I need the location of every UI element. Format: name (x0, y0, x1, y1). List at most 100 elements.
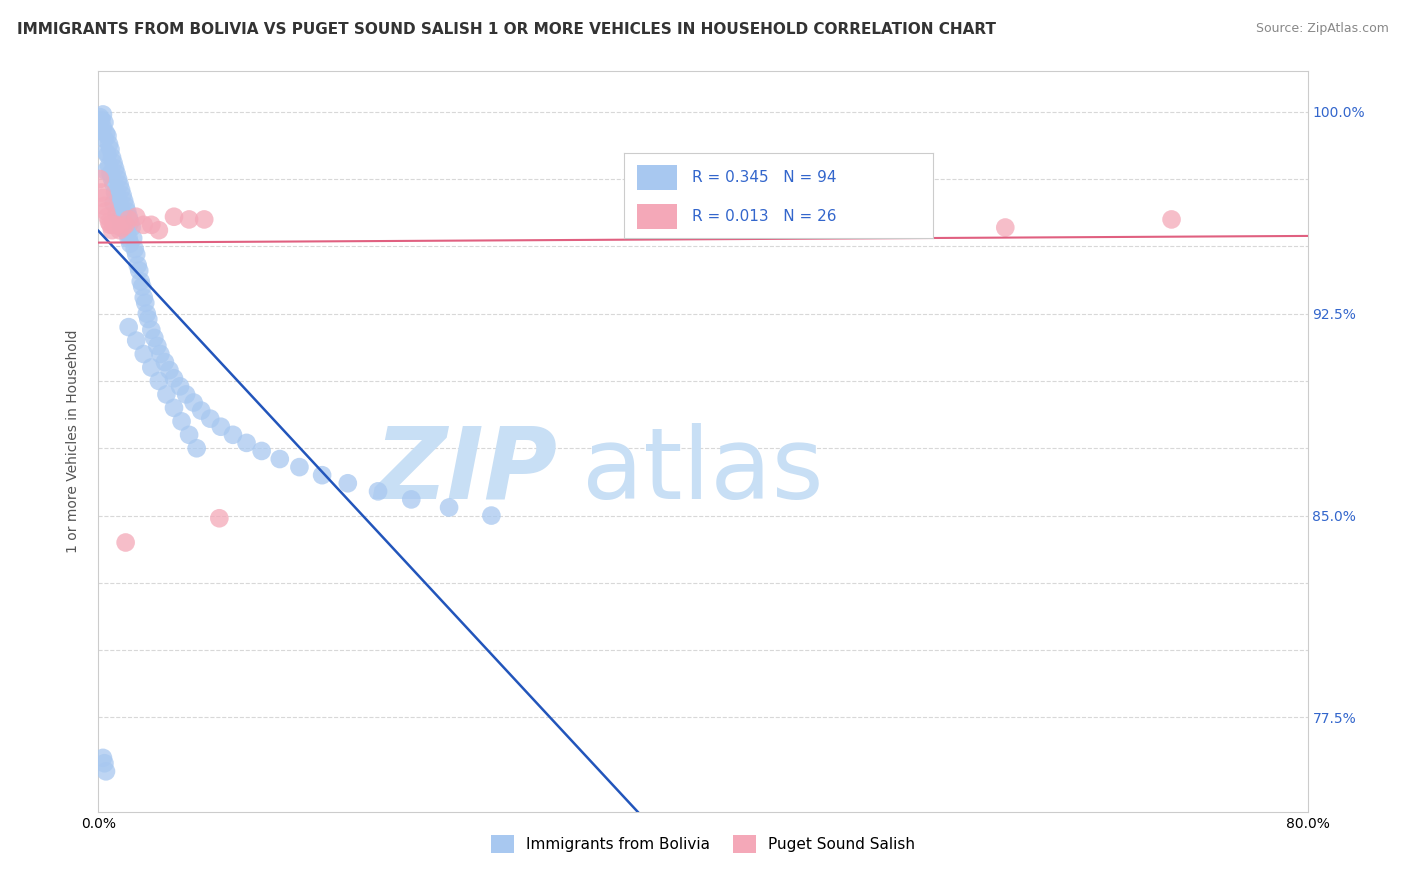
Point (141, 360, 163, 375)
Point (94, 145, 117, 160)
Point (94, 764, 117, 779)
Point (94, 126, 117, 140)
Point (250, 444, 273, 458)
Point (91, 107, 114, 121)
Point (200, 411, 222, 425)
Point (114, 218, 136, 232)
Point (90, 112, 112, 127)
Point (115, 226, 138, 240)
Text: atlas: atlas (582, 423, 824, 520)
Point (141, 218, 163, 232)
Point (132, 218, 155, 232)
Point (148, 223, 170, 237)
Point (125, 334, 148, 348)
Point (96, 128, 118, 143)
Point (401, 492, 423, 507)
Point (100, 143, 122, 157)
Point (208, 511, 231, 525)
Point (994, 220, 1017, 235)
Point (100, 218, 122, 232)
Point (98, 159, 121, 173)
Point (127, 258, 149, 272)
Point (1160, 212, 1182, 227)
Point (118, 231, 141, 245)
Point (91, 191, 114, 205)
Point (90, 186, 112, 200)
Point (179, 427, 201, 442)
Point (103, 196, 125, 211)
Point (103, 178, 125, 192)
Point (110, 183, 132, 197)
Point (235, 436, 257, 450)
Point (98, 215, 121, 229)
Point (107, 172, 129, 186)
Point (125, 247, 148, 261)
Point (121, 220, 143, 235)
Point (89, 172, 111, 186)
Point (179, 212, 201, 227)
Point (148, 374, 170, 388)
Point (118, 210, 141, 224)
Point (163, 210, 186, 224)
Point (125, 210, 148, 224)
Point (105, 167, 128, 181)
Point (101, 172, 124, 186)
Point (105, 218, 128, 232)
Point (183, 395, 205, 409)
Point (89, 110, 111, 124)
Point (101, 223, 124, 237)
Point (105, 188, 128, 202)
Point (93, 115, 115, 129)
Point (269, 452, 291, 467)
Point (112, 194, 135, 208)
Point (132, 291, 155, 305)
Point (93, 131, 115, 145)
Point (98, 136, 121, 151)
Point (311, 468, 333, 483)
Point (118, 320, 141, 334)
Point (146, 339, 169, 353)
Point (222, 427, 245, 442)
Point (111, 188, 134, 202)
Y-axis label: 1 or more Vehicles in Household: 1 or more Vehicles in Household (66, 330, 80, 553)
Point (115, 204, 138, 219)
Point (131, 279, 153, 293)
Point (186, 442, 208, 456)
Point (108, 199, 131, 213)
Point (193, 212, 215, 227)
Point (91, 751, 114, 765)
Point (136, 312, 159, 326)
Point (134, 296, 156, 310)
Point (93, 756, 115, 771)
Point (128, 263, 150, 277)
Point (132, 347, 155, 361)
Legend: Immigrants from Bolivia, Puget Sound Salish: Immigrants from Bolivia, Puget Sound Sal… (485, 829, 921, 860)
Point (141, 323, 163, 337)
Point (367, 484, 389, 499)
Point (93, 199, 115, 213)
Point (114, 199, 136, 213)
Point (169, 379, 191, 393)
Point (481, 508, 503, 523)
Point (103, 156, 125, 170)
Point (336, 476, 359, 491)
Point (114, 535, 136, 549)
Point (112, 215, 135, 229)
Text: IMMIGRANTS FROM BOLIVIA VS PUGET SOUND SALISH 1 OR MORE VEHICLES IN HOUSEHOLD CO: IMMIGRANTS FROM BOLIVIA VS PUGET SOUND S… (17, 22, 995, 37)
Point (111, 210, 134, 224)
Point (91, 120, 114, 135)
Point (190, 403, 212, 417)
Point (107, 194, 129, 208)
Point (100, 167, 122, 181)
Point (104, 161, 127, 176)
Point (104, 186, 127, 200)
Point (124, 242, 146, 256)
Point (288, 460, 311, 475)
Point (101, 151, 124, 165)
Point (108, 223, 131, 237)
Point (111, 220, 134, 235)
Point (120, 215, 142, 229)
Point (103, 218, 125, 232)
Point (110, 220, 132, 235)
Point (159, 363, 181, 377)
